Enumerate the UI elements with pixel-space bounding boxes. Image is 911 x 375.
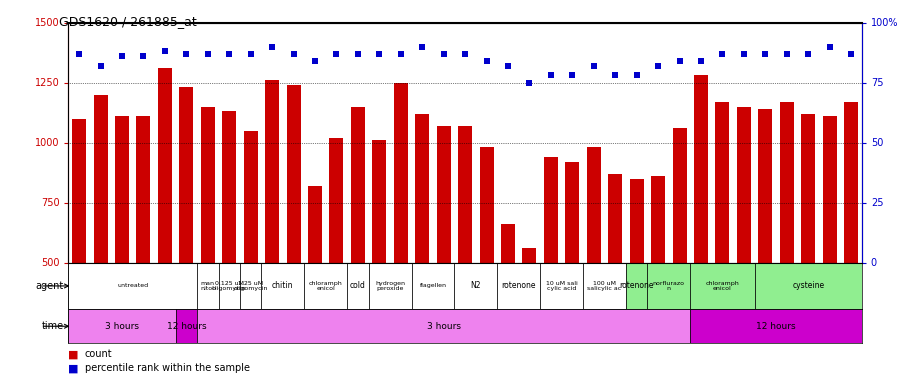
Text: 1.25 uM
oligomycin: 1.25 uM oligomycin bbox=[233, 280, 268, 291]
Text: cold: cold bbox=[350, 281, 365, 290]
Bar bbox=[68, 262, 197, 309]
Bar bbox=[586, 147, 600, 262]
Bar bbox=[158, 68, 171, 262]
Bar bbox=[68, 309, 176, 343]
Bar bbox=[629, 178, 643, 262]
Bar bbox=[801, 114, 814, 262]
Text: 10 uM sali
cylic acid: 10 uM sali cylic acid bbox=[545, 280, 577, 291]
Bar bbox=[690, 309, 861, 343]
Text: chitin: chitin bbox=[271, 281, 293, 290]
Bar bbox=[197, 309, 690, 343]
Bar bbox=[261, 262, 304, 309]
Bar bbox=[522, 248, 536, 262]
Text: count: count bbox=[85, 350, 112, 359]
Bar bbox=[779, 102, 793, 262]
Bar bbox=[693, 75, 707, 262]
Text: 12 hours: 12 hours bbox=[167, 322, 206, 331]
Bar bbox=[543, 157, 558, 262]
Text: percentile rank within the sample: percentile rank within the sample bbox=[85, 363, 250, 373]
Bar bbox=[479, 147, 493, 262]
Bar bbox=[500, 224, 515, 262]
Bar bbox=[415, 114, 429, 262]
Bar bbox=[368, 262, 411, 309]
Text: norflurazo
n: norflurazo n bbox=[652, 280, 684, 291]
Bar bbox=[457, 126, 472, 262]
Bar bbox=[176, 309, 197, 343]
Text: cysteine: cysteine bbox=[792, 281, 824, 290]
Bar bbox=[496, 262, 539, 309]
Bar bbox=[394, 82, 407, 262]
Text: flagellen: flagellen bbox=[419, 284, 446, 288]
Bar bbox=[625, 262, 647, 309]
Text: ■: ■ bbox=[68, 350, 79, 359]
Text: agent: agent bbox=[36, 281, 64, 291]
Bar bbox=[137, 116, 150, 262]
Bar bbox=[844, 102, 857, 262]
Bar bbox=[72, 118, 86, 262]
Bar bbox=[671, 128, 686, 262]
Text: 12 hours: 12 hours bbox=[755, 322, 795, 331]
Bar bbox=[753, 262, 861, 309]
Bar bbox=[647, 262, 690, 309]
Bar bbox=[347, 262, 368, 309]
Bar bbox=[411, 262, 454, 309]
Bar bbox=[308, 186, 322, 262]
Bar bbox=[436, 126, 450, 262]
Text: rotenone: rotenone bbox=[619, 281, 653, 290]
Text: hydrogen
peroxide: hydrogen peroxide bbox=[374, 280, 404, 291]
Text: 3 hours: 3 hours bbox=[426, 322, 460, 331]
Text: chloramph
enicol: chloramph enicol bbox=[705, 280, 739, 291]
Bar bbox=[197, 262, 219, 309]
Text: time: time bbox=[42, 321, 64, 331]
Bar bbox=[608, 174, 621, 262]
Bar bbox=[539, 262, 582, 309]
Bar bbox=[219, 262, 240, 309]
Bar bbox=[240, 262, 261, 309]
Text: untreated: untreated bbox=[117, 284, 148, 288]
Bar bbox=[304, 262, 347, 309]
Text: 100 uM
salicylic ac: 100 uM salicylic ac bbox=[587, 280, 621, 291]
Bar bbox=[582, 262, 625, 309]
Text: rotenone: rotenone bbox=[501, 281, 536, 290]
Bar bbox=[565, 162, 578, 262]
Bar bbox=[758, 109, 772, 262]
Bar bbox=[115, 116, 128, 262]
Bar bbox=[715, 102, 729, 262]
Bar bbox=[736, 106, 750, 262]
Bar bbox=[822, 116, 835, 262]
Bar bbox=[179, 87, 193, 262]
Bar bbox=[454, 262, 496, 309]
Text: N2: N2 bbox=[470, 281, 481, 290]
Text: man
nitol: man nitol bbox=[200, 280, 215, 291]
Bar bbox=[200, 106, 214, 262]
Bar bbox=[351, 106, 364, 262]
Bar bbox=[265, 80, 279, 262]
Text: chloramph
enicol: chloramph enicol bbox=[309, 280, 343, 291]
Bar bbox=[222, 111, 236, 262]
Text: 0.125 uM
oligomycin: 0.125 uM oligomycin bbox=[212, 280, 246, 291]
Bar bbox=[243, 130, 258, 262]
Text: 3 hours: 3 hours bbox=[105, 322, 138, 331]
Bar bbox=[650, 176, 664, 262]
Bar bbox=[690, 262, 753, 309]
Text: ■: ■ bbox=[68, 363, 79, 373]
Bar bbox=[329, 138, 343, 262]
Bar bbox=[94, 94, 107, 262]
Bar bbox=[372, 140, 386, 262]
Bar bbox=[286, 85, 301, 262]
Text: GDS1620 / 261885_at: GDS1620 / 261885_at bbox=[59, 15, 197, 28]
